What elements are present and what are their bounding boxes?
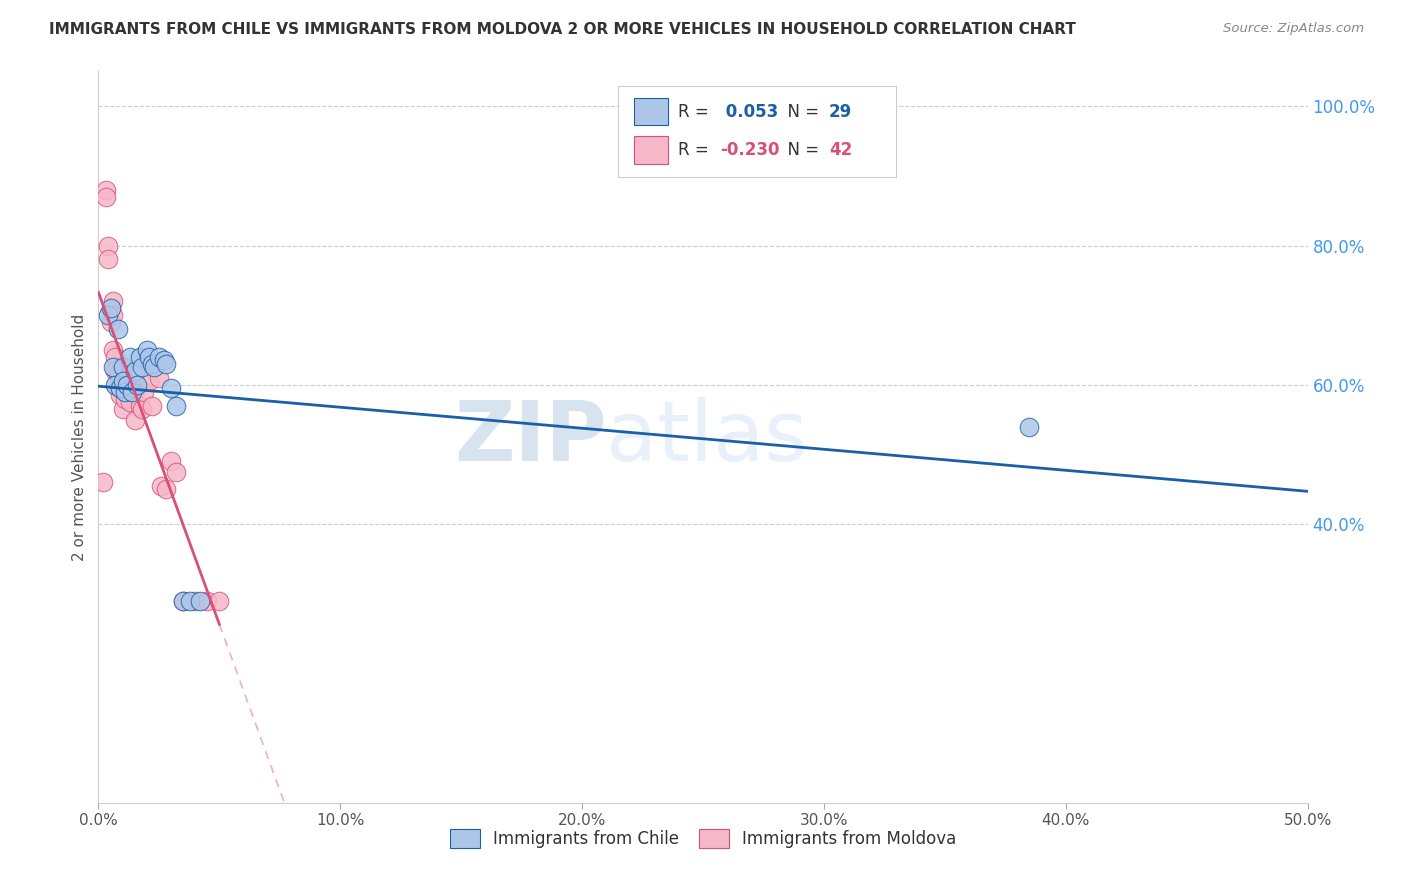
Point xyxy=(108,388,131,402)
Text: atlas: atlas xyxy=(606,397,808,477)
Point xyxy=(138,350,160,364)
Legend: Immigrants from Chile, Immigrants from Moldova: Immigrants from Chile, Immigrants from M… xyxy=(441,821,965,856)
Point xyxy=(155,357,177,371)
Point xyxy=(104,377,127,392)
Point xyxy=(107,368,129,382)
Point xyxy=(111,375,134,389)
Y-axis label: 2 or more Vehicles in Household: 2 or more Vehicles in Household xyxy=(72,313,87,561)
FancyBboxPatch shape xyxy=(634,136,668,163)
Point xyxy=(104,364,127,378)
Point xyxy=(150,479,173,493)
Point xyxy=(184,594,207,608)
Point xyxy=(104,350,127,364)
Point xyxy=(127,381,149,395)
Point xyxy=(108,381,131,395)
Point xyxy=(108,377,131,392)
Point xyxy=(172,594,194,608)
Point xyxy=(141,399,163,413)
Point xyxy=(101,343,124,357)
FancyBboxPatch shape xyxy=(634,98,668,126)
Point xyxy=(138,375,160,389)
Text: N =: N = xyxy=(776,141,824,159)
Point xyxy=(131,360,153,375)
Point xyxy=(160,381,183,395)
Point xyxy=(94,190,117,204)
Point xyxy=(165,399,187,413)
Point xyxy=(135,343,157,357)
Point xyxy=(172,594,194,608)
Point xyxy=(117,377,139,392)
Point xyxy=(97,308,120,322)
Point xyxy=(97,238,120,252)
Point xyxy=(128,350,150,364)
Point xyxy=(101,308,124,322)
Text: -0.230: -0.230 xyxy=(720,141,779,159)
Point xyxy=(134,384,156,399)
Text: N =: N = xyxy=(776,103,824,120)
Point xyxy=(118,350,141,364)
Point xyxy=(135,360,157,375)
Point xyxy=(101,360,124,375)
Point xyxy=(188,594,211,608)
Point xyxy=(91,475,114,490)
Point xyxy=(121,381,143,395)
Text: R =: R = xyxy=(678,103,714,120)
Point xyxy=(148,371,170,385)
Point xyxy=(100,301,122,316)
Point xyxy=(100,301,122,316)
Point xyxy=(179,594,201,608)
Point xyxy=(97,252,120,267)
Point xyxy=(127,377,149,392)
Point xyxy=(141,357,163,371)
Point xyxy=(100,315,122,329)
Point xyxy=(152,353,174,368)
Point xyxy=(155,483,177,497)
Point xyxy=(101,294,124,309)
Text: Source: ZipAtlas.com: Source: ZipAtlas.com xyxy=(1223,22,1364,36)
FancyBboxPatch shape xyxy=(619,86,897,178)
Point xyxy=(121,384,143,399)
Point xyxy=(208,594,231,608)
Point xyxy=(148,350,170,364)
Text: 0.053: 0.053 xyxy=(720,103,778,120)
Point xyxy=(131,402,153,417)
Point xyxy=(107,322,129,336)
Point xyxy=(114,384,136,399)
Point xyxy=(160,454,183,468)
Text: 29: 29 xyxy=(828,103,852,120)
Point xyxy=(128,399,150,413)
Point xyxy=(124,412,146,426)
Point xyxy=(111,402,134,417)
Point xyxy=(111,375,134,389)
Text: IMMIGRANTS FROM CHILE VS IMMIGRANTS FROM MOLDOVA 2 OR MORE VEHICLES IN HOUSEHOLD: IMMIGRANTS FROM CHILE VS IMMIGRANTS FROM… xyxy=(49,22,1076,37)
Point xyxy=(94,183,117,197)
Point xyxy=(111,381,134,395)
Text: ZIP: ZIP xyxy=(454,397,606,477)
Point xyxy=(195,594,218,608)
Point xyxy=(114,375,136,389)
Text: R =: R = xyxy=(678,141,714,159)
Text: 42: 42 xyxy=(828,141,852,159)
Point xyxy=(117,377,139,392)
Point xyxy=(118,384,141,399)
Point xyxy=(111,360,134,375)
Point xyxy=(114,392,136,406)
Point xyxy=(118,395,141,409)
Point xyxy=(165,465,187,479)
Point xyxy=(107,381,129,395)
Point xyxy=(143,360,166,375)
Point xyxy=(124,364,146,378)
Point xyxy=(1018,419,1040,434)
